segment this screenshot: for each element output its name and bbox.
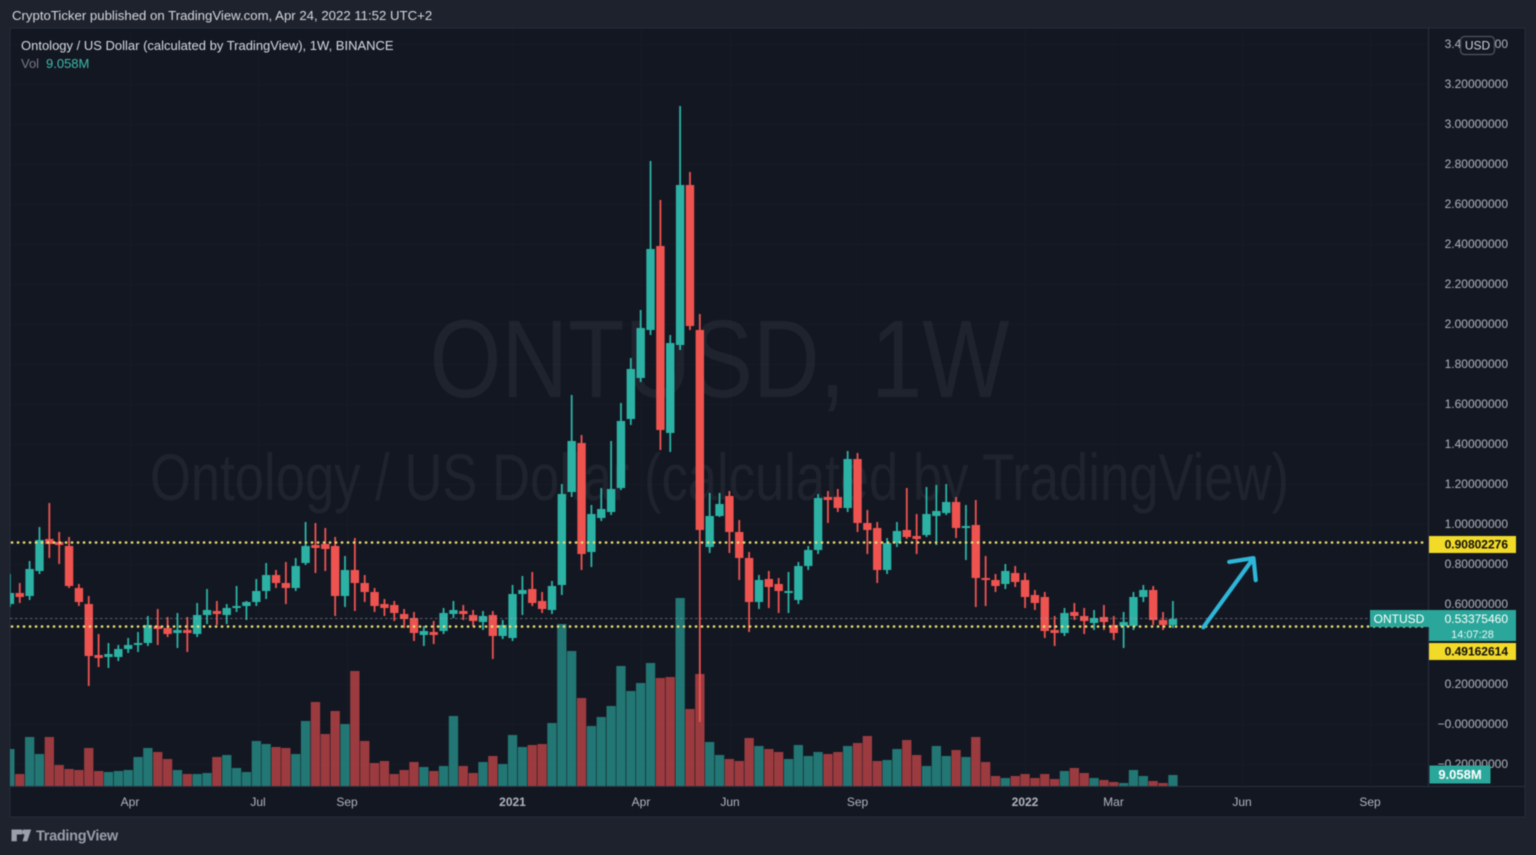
svg-text:1.00000000: 1.00000000 [1445, 517, 1509, 531]
svg-text:Jun: Jun [720, 795, 739, 809]
svg-text:Sep: Sep [1359, 795, 1381, 809]
svg-text:Apr: Apr [121, 795, 140, 809]
svg-text:Apr: Apr [632, 795, 651, 809]
svg-text:USD: USD [1465, 39, 1491, 53]
svg-text:Jul: Jul [250, 795, 265, 809]
svg-text:3.00000000: 3.00000000 [1445, 117, 1509, 131]
svg-text:2.80000000: 2.80000000 [1445, 157, 1509, 171]
svg-text:2021: 2021 [499, 795, 526, 809]
svg-text:ONTUSD, 1W: ONTUSD, 1W [430, 298, 1010, 421]
svg-text:2.00000000: 2.00000000 [1445, 317, 1509, 331]
svg-text:0.20000000: 0.20000000 [1445, 677, 1509, 691]
svg-text:0.90802276: 0.90802276 [1445, 538, 1509, 552]
svg-text:1.40000000: 1.40000000 [1445, 437, 1509, 451]
svg-text:9.058M: 9.058M [1438, 767, 1481, 782]
svg-text:2.20000000: 2.20000000 [1445, 277, 1509, 291]
svg-text:2.40000000: 2.40000000 [1445, 237, 1509, 251]
svg-text:9.058M: 9.058M [46, 56, 89, 71]
svg-text:0.53375460: 0.53375460 [1445, 612, 1509, 626]
svg-text:Mar: Mar [1103, 795, 1124, 809]
svg-text:2.60000000: 2.60000000 [1445, 197, 1509, 211]
svg-text:0.60000000: 0.60000000 [1445, 597, 1509, 611]
svg-text:ONTUSD: ONTUSD [1374, 612, 1425, 626]
svg-text:Ontology / US Dollar (calculat: Ontology / US Dollar (calculated by Trad… [21, 38, 394, 53]
svg-text:Vol: Vol [21, 56, 39, 71]
svg-text:−0.00000000: −0.00000000 [1438, 717, 1509, 731]
svg-text:TradingView: TradingView [36, 829, 119, 845]
svg-text:CryptoTicker published on Trad: CryptoTicker published on TradingView.co… [12, 8, 432, 23]
svg-text:Sep: Sep [336, 795, 358, 809]
svg-text:Jun: Jun [1232, 795, 1251, 809]
svg-text:1.80000000: 1.80000000 [1445, 357, 1509, 371]
svg-text:Sep: Sep [847, 795, 869, 809]
svg-text:3.20000000: 3.20000000 [1445, 77, 1509, 91]
svg-text:1.20000000: 1.20000000 [1445, 477, 1509, 491]
svg-text:2022: 2022 [1012, 795, 1039, 809]
svg-text:14:07:28: 14:07:28 [1451, 629, 1494, 641]
svg-text:0.80000000: 0.80000000 [1445, 557, 1509, 571]
svg-text:0.49162614: 0.49162614 [1445, 645, 1509, 659]
svg-text:1.60000000: 1.60000000 [1445, 397, 1509, 411]
